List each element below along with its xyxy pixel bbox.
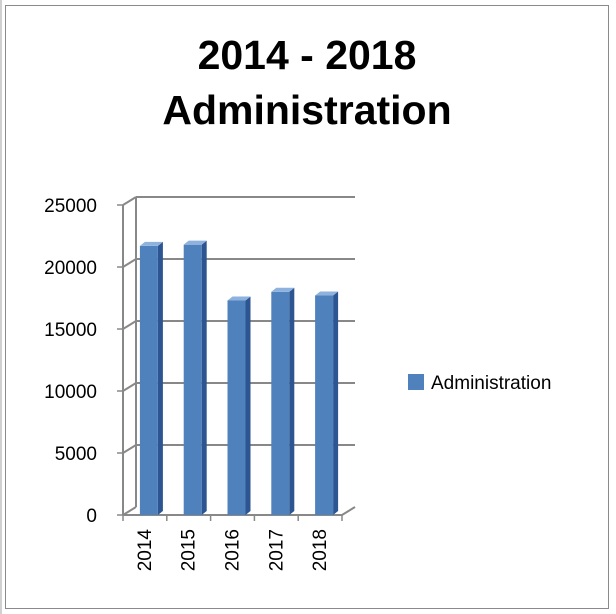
legend-label: Administration [431, 373, 551, 394]
bar-side [157, 241, 163, 516]
bar-side [201, 240, 207, 515]
y-tick-label: 20000 [44, 258, 97, 279]
x-axis-labels: 2014 2015 2016 2017 2018 [135, 529, 331, 572]
gridline-diagonal [122, 320, 137, 330]
x-tick-label: 2017 [266, 529, 287, 571]
left-edge-line [0, 0, 2, 614]
bar-front [183, 244, 202, 515]
bar-2014 [139, 241, 163, 516]
legend-swatch [408, 374, 424, 390]
bar-side [245, 296, 251, 515]
bar-2015 [183, 240, 207, 515]
y-tick-label: 10000 [44, 382, 97, 403]
chart-title: 2014 - 2018 Administration [5, 28, 609, 138]
bar-front [227, 300, 246, 515]
bar-top [183, 240, 207, 245]
bar-2016 [227, 296, 251, 515]
x-tick-label: 2015 [179, 529, 200, 571]
floor-left-edge [122, 506, 137, 516]
chart-title-line-2: Administration [162, 87, 452, 133]
gridline-diagonal [122, 196, 137, 206]
legend: Administration [408, 373, 551, 394]
bars [139, 240, 339, 516]
x-tick-label: 2018 [310, 529, 331, 571]
bar-2018 [315, 291, 339, 515]
x-tick-label: 2014 [135, 529, 156, 572]
bar-2017 [271, 287, 295, 515]
y-tick-label: 15000 [44, 320, 97, 341]
bar-top [271, 287, 295, 292]
bar-front [315, 295, 334, 515]
chart-frame [5, 5, 609, 609]
bar-front [139, 245, 158, 516]
y-tick-label: 25000 [44, 196, 97, 217]
y-tick-label: 5000 [55, 444, 97, 465]
chart-title-line-1: 2014 - 2018 [197, 32, 417, 78]
gridline-diagonal [122, 382, 137, 392]
bar-side [289, 287, 295, 515]
bar-side [333, 291, 339, 515]
bar-top [139, 241, 163, 246]
floor-right-edge [341, 506, 356, 516]
bar-front [271, 291, 290, 515]
gridline-diagonal [122, 258, 137, 268]
x-tick-label: 2016 [223, 529, 244, 571]
gridline-diagonal [122, 444, 137, 454]
bar-top [315, 291, 339, 296]
y-axis-ticks: 0 5000 10000 15000 20000 25000 [44, 196, 123, 527]
y-tick-label: 0 [86, 506, 97, 527]
bar-top [227, 296, 251, 301]
axes [122, 197, 356, 521]
